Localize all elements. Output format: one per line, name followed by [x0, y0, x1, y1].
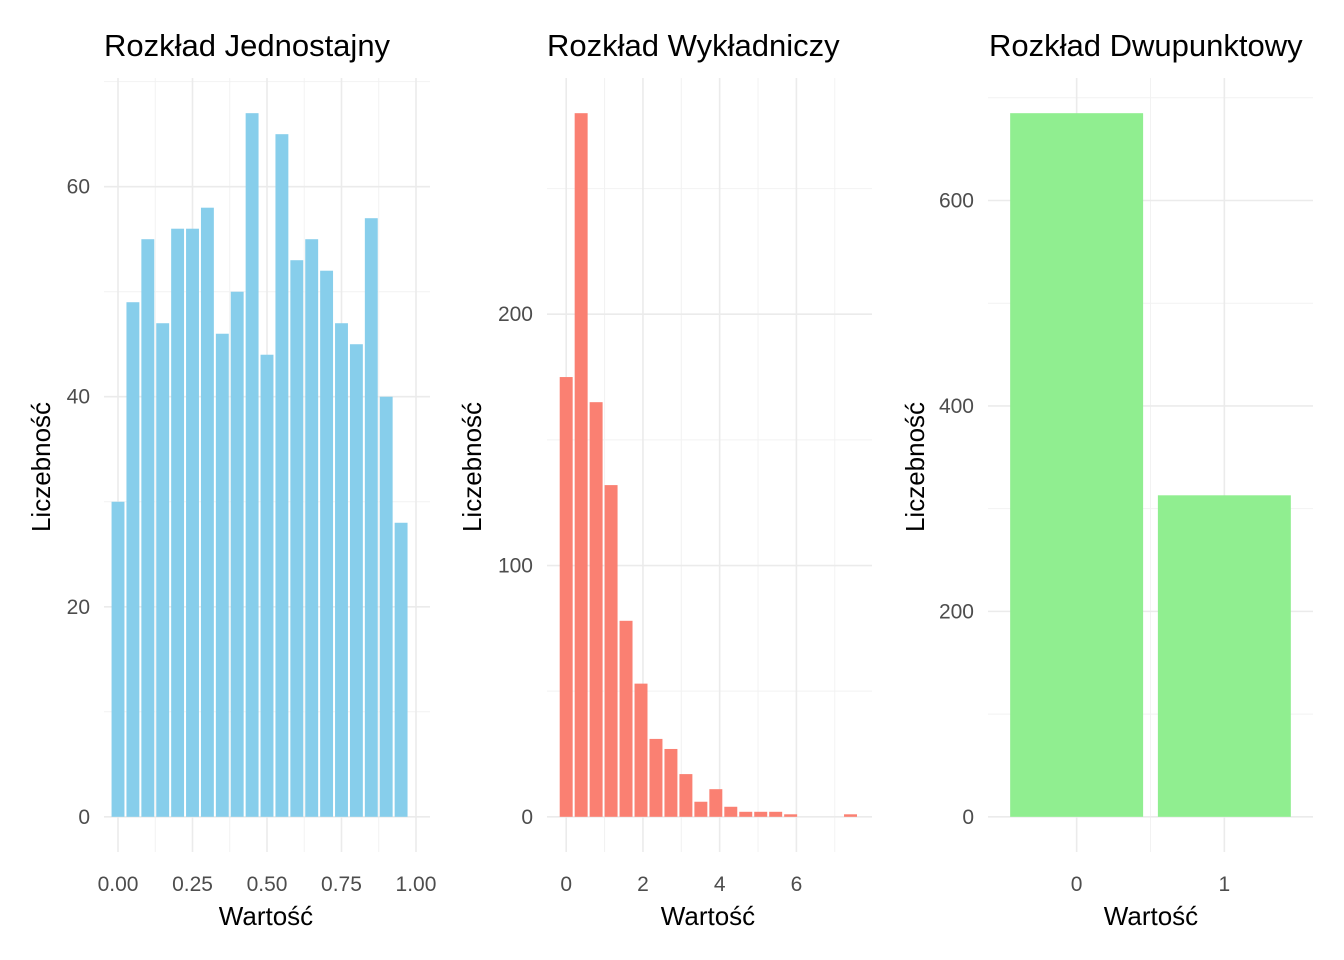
y-tick-label: 0 [962, 806, 974, 829]
bar [245, 113, 259, 817]
bar [275, 134, 289, 817]
bar [574, 113, 588, 817]
bar [559, 377, 573, 817]
ticks: 0 200 400 600 0 1 [939, 189, 1230, 896]
y-axis-title: Liczebność [26, 402, 56, 532]
bar [111, 501, 125, 817]
bar [215, 333, 229, 817]
x-tick-label: 0.00 [98, 873, 139, 896]
bar [754, 811, 768, 817]
bar [634, 683, 648, 817]
x-tick-label: 0.50 [247, 873, 288, 896]
bar [664, 748, 678, 817]
bar [844, 814, 857, 817]
panel-exponential: Rozkład Wykładniczy Wartość Liczebność 0… [457, 28, 872, 931]
ticks: 0 100 200 0 2 4 6 [498, 303, 802, 896]
y-tick-label: 200 [939, 600, 974, 623]
bar [784, 814, 798, 817]
panel-two-point: Rozkład Dwupunktowy Wartość Liczebność 0… [900, 28, 1313, 931]
y-tick-label: 0 [78, 806, 90, 829]
y-tick-label: 200 [498, 303, 533, 326]
x-tick-label: 2 [637, 873, 649, 896]
bar [604, 485, 618, 817]
bar [724, 806, 738, 817]
bar [349, 344, 363, 817]
x-tick-label: 1.00 [396, 873, 437, 896]
bar [141, 239, 155, 817]
bar [364, 218, 378, 817]
bar [200, 207, 214, 817]
bar [230, 291, 244, 817]
y-tick-label: 60 [67, 176, 90, 199]
x-axis-title: Wartość [219, 901, 313, 931]
y-tick-label: 0 [521, 806, 533, 829]
bar [1010, 113, 1144, 817]
bar [260, 354, 274, 817]
y-axis-title: Liczebność [457, 402, 487, 532]
y-tick-label: 20 [67, 596, 90, 619]
bars [559, 113, 857, 817]
x-tick-label: 4 [714, 873, 726, 896]
bars [111, 113, 408, 817]
ticks: 0 20 40 60 0.00 0.25 0.50 0.75 1.00 [67, 176, 437, 896]
x-axis-title: Wartość [1104, 901, 1198, 931]
y-tick-label: 100 [498, 555, 533, 578]
bar [186, 228, 199, 817]
bar [290, 260, 304, 817]
x-tick-label: 0 [560, 873, 572, 896]
panel-title: Rozkład Wykładniczy [547, 28, 840, 63]
bar [589, 402, 603, 817]
bar [335, 323, 348, 817]
bar [619, 620, 633, 817]
bar [156, 323, 170, 817]
bar [739, 811, 753, 817]
bar [1157, 495, 1291, 817]
x-tick-label: 0.75 [321, 873, 362, 896]
bar [679, 774, 693, 817]
x-tick-label: 1 [1219, 873, 1231, 896]
bar [171, 228, 185, 817]
bar [379, 396, 393, 817]
x-axis-title: Wartość [661, 901, 755, 931]
bar [649, 738, 663, 817]
panel-title: Rozkład Jednostajny [104, 28, 391, 63]
bar [709, 789, 723, 817]
bar [694, 801, 708, 817]
bar [394, 522, 408, 817]
bar [126, 302, 140, 817]
x-tick-label: 0.25 [172, 873, 213, 896]
y-tick-label: 400 [939, 395, 974, 418]
bar [305, 239, 319, 817]
y-axis-title: Liczebność [900, 402, 930, 532]
panel-uniform: Rozkład Jednostajny Wartość Liczebność 0… [26, 28, 436, 931]
x-tick-label: 0 [1071, 873, 1083, 896]
bars [1010, 113, 1291, 817]
y-tick-label: 40 [67, 386, 90, 409]
bar [769, 811, 783, 817]
y-tick-label: 600 [939, 189, 974, 212]
x-tick-label: 6 [791, 873, 803, 896]
bar [320, 270, 334, 817]
panel-title: Rozkład Dwupunktowy [989, 28, 1303, 63]
